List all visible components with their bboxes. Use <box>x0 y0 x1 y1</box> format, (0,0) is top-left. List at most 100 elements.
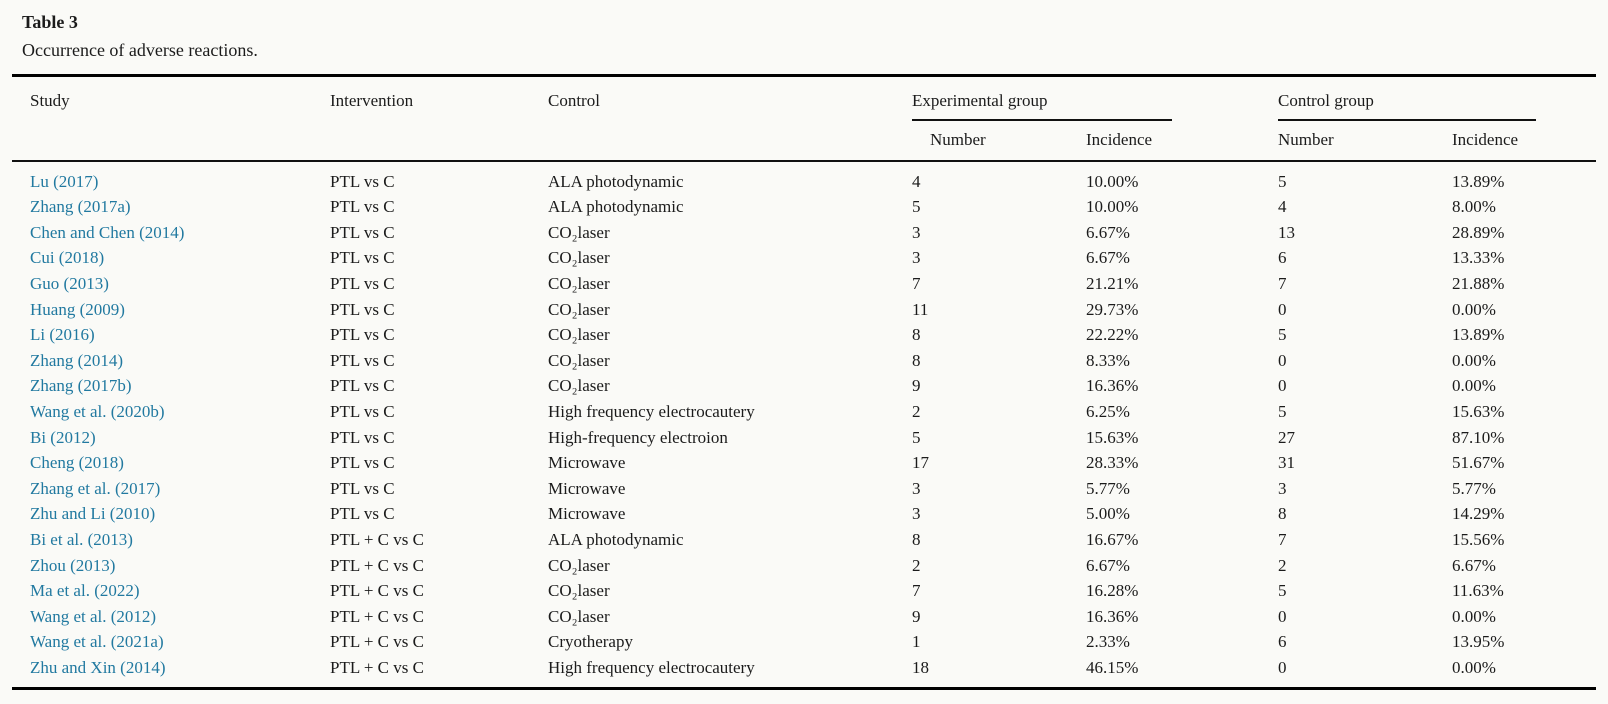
intervention-cell: PTL + C vs C <box>330 632 424 652</box>
study-cell: Zhu and Xin (2014) <box>12 655 330 689</box>
study-cell: Wang et al. (2021a) <box>12 629 330 655</box>
ctrl-number-cell: 2 <box>1278 555 1287 575</box>
study-citation-link[interactable]: Zhu and Xin (2014) <box>30 657 166 677</box>
study-citation-link[interactable]: Chen and Chen (2014) <box>30 222 185 242</box>
study-cell: Chen and Chen (2014) <box>12 220 330 246</box>
ctrl-number-cell: 0 <box>1278 376 1287 396</box>
study-citation-link[interactable]: Huang (2009) <box>30 299 125 319</box>
exp-incidence-cell: 16.36% <box>1086 606 1139 626</box>
study-citation-link[interactable]: Zhang (2017a) <box>30 197 131 217</box>
column-header-ctrl-number: Number <box>1278 129 1334 149</box>
column-header-exp-incidence: Incidence <box>1086 129 1153 149</box>
table-row: Zhang (2017b) PTL vs C CO₂laser 9 16.36%… <box>12 373 1596 399</box>
intervention-cell: PTL vs C <box>330 273 395 293</box>
study-citation-link[interactable]: Lu (2017) <box>30 171 99 191</box>
exp-number-cell: 11 <box>912 299 929 319</box>
study-cell: Huang (2009) <box>12 297 330 323</box>
study-citation-link[interactable]: Cui (2018) <box>30 248 105 268</box>
table-row: Wang et al. (2012) PTL + C vs C CO₂laser… <box>12 604 1596 630</box>
ctrl-incidence-cell: 11.63% <box>1452 581 1504 601</box>
exp-incidence-cell: 15.63% <box>1086 427 1139 447</box>
study-citation-link[interactable]: Li (2016) <box>30 325 95 345</box>
ctrl-incidence-cell: 0.00% <box>1452 350 1496 370</box>
study-cell: Wang et al. (2020b) <box>12 399 330 425</box>
exp-incidence-cell: 16.36% <box>1086 376 1139 396</box>
ctrl-incidence-cell: 8.00% <box>1452 197 1496 217</box>
experimental-group-label: Experimental group <box>912 91 1172 121</box>
control-group-label: Control group <box>1278 91 1537 121</box>
study-citation-link[interactable]: Wang et al. (2021a) <box>30 632 164 652</box>
exp-incidence-cell: 16.67% <box>1086 529 1139 549</box>
ctrl-incidence-cell: 28.89% <box>1452 222 1505 242</box>
intervention-cell: PTL + C vs C <box>330 657 424 677</box>
ctrl-incidence-cell: 87.10% <box>1452 427 1505 447</box>
table-row: Cheng (2018) PTL vs C Microwave 17 28.33… <box>12 450 1596 476</box>
exp-number-cell: 18 <box>912 657 929 677</box>
study-cell: Cui (2018) <box>12 245 330 271</box>
study-citation-link[interactable]: Ma et al. (2022) <box>30 581 140 601</box>
exp-incidence-cell: 6.25% <box>1086 401 1130 421</box>
intervention-cell: PTL vs C <box>330 453 395 473</box>
table-row: Lu (2017) PTL vs C ALA photodynamic 4 10… <box>12 161 1596 195</box>
study-cell: Guo (2013) <box>12 271 330 297</box>
table-row: Bi (2012) PTL vs C High-frequency electr… <box>12 425 1596 451</box>
control-cell: CO₂laser <box>548 555 610 575</box>
study-citation-link[interactable]: Wang et al. (2020b) <box>30 401 165 421</box>
table-row: Cui (2018) PTL vs C CO₂laser 3 6.67% 6 1… <box>12 245 1596 271</box>
table-row: Wang et al. (2021a) PTL + C vs C Cryothe… <box>12 629 1596 655</box>
exp-number-cell: 5 <box>912 427 921 447</box>
ctrl-incidence-cell: 14.29% <box>1452 504 1505 524</box>
study-citation-link[interactable]: Zhu and Li (2010) <box>30 504 156 524</box>
control-cell: High-frequency electroion <box>548 427 728 447</box>
ctrl-number-cell: 31 <box>1278 453 1295 473</box>
study-citation-link[interactable]: Zhang (2017b) <box>30 376 132 396</box>
exp-number-cell: 7 <box>912 273 921 293</box>
intervention-cell: PTL vs C <box>330 325 395 345</box>
column-group-experimental: Experimental group <box>912 75 1278 121</box>
ctrl-incidence-cell: 51.67% <box>1452 453 1505 473</box>
table-row: Bi et al. (2013) PTL + C vs C ALA photod… <box>12 527 1596 553</box>
intervention-cell: PTL + C vs C <box>330 529 424 549</box>
ctrl-incidence-cell: 6.67% <box>1452 555 1496 575</box>
study-citation-link[interactable]: Zhang (2014) <box>30 350 124 370</box>
table-row: Li (2016) PTL vs C CO₂laser 8 22.22% 5 1… <box>12 322 1596 348</box>
control-cell: ALA photodynamic <box>548 171 684 191</box>
study-cell: Lu (2017) <box>12 161 330 195</box>
intervention-cell: PTL vs C <box>330 478 395 498</box>
ctrl-number-cell: 4 <box>1278 197 1287 217</box>
intervention-cell: PTL vs C <box>330 248 395 268</box>
control-cell: CO₂laser <box>548 325 610 345</box>
ctrl-number-cell: 5 <box>1278 401 1287 421</box>
intervention-cell: PTL vs C <box>330 350 395 370</box>
intervention-cell: PTL vs C <box>330 197 395 217</box>
study-citation-link[interactable]: Cheng (2018) <box>30 453 124 473</box>
ctrl-incidence-cell: 13.33% <box>1452 248 1505 268</box>
study-citation-link[interactable]: Zhang et al. (2017) <box>30 478 161 498</box>
control-cell: Microwave <box>548 478 626 498</box>
exp-incidence-cell: 46.15% <box>1086 657 1139 677</box>
exp-number-cell: 9 <box>912 606 921 626</box>
intervention-cell: PTL + C vs C <box>330 581 424 601</box>
ctrl-number-cell: 6 <box>1278 248 1287 268</box>
ctrl-incidence-cell: 0.00% <box>1452 376 1496 396</box>
ctrl-number-cell: 0 <box>1278 299 1287 319</box>
table-body: Lu (2017) PTL vs C ALA photodynamic 4 10… <box>12 161 1596 689</box>
exp-number-cell: 9 <box>912 376 921 396</box>
study-cell: Zhang (2017a) <box>12 194 330 220</box>
control-cell: CO₂laser <box>548 581 610 601</box>
study-cell: Wang et al. (2012) <box>12 604 330 630</box>
ctrl-number-cell: 3 <box>1278 478 1287 498</box>
study-citation-link[interactable]: Bi et al. (2013) <box>30 529 133 549</box>
ctrl-number-cell: 0 <box>1278 657 1287 677</box>
study-citation-link[interactable]: Wang et al. (2012) <box>30 606 157 626</box>
intervention-cell: PTL vs C <box>330 427 395 447</box>
exp-incidence-cell: 8.33% <box>1086 350 1130 370</box>
study-citation-link[interactable]: Bi (2012) <box>30 427 96 447</box>
table-row: Zhou (2013) PTL + C vs C CO₂laser 2 6.67… <box>12 553 1596 579</box>
exp-incidence-cell: 29.73% <box>1086 299 1139 319</box>
exp-number-cell: 3 <box>912 222 921 242</box>
intervention-cell: PTL vs C <box>330 504 395 524</box>
study-citation-link[interactable]: Guo (2013) <box>30 273 109 293</box>
study-citation-link[interactable]: Zhou (2013) <box>30 555 116 575</box>
